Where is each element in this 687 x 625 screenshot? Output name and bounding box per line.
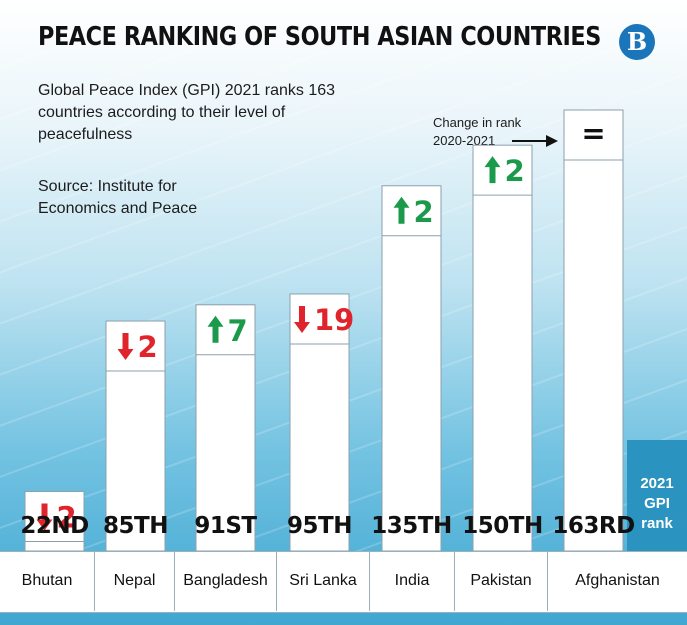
arrow-up-icon — [393, 196, 410, 224]
rank-change-label: 2 — [414, 195, 434, 229]
arrow-down-icon — [294, 305, 310, 333]
arrow-up-icon — [484, 156, 501, 184]
bar-group: 19 95TH — [287, 293, 354, 552]
bar-group: 2 135TH — [371, 185, 452, 552]
bar-group: = 163RD — [552, 109, 635, 552]
country-axis — [0, 551, 687, 613]
annotation-arrow-icon — [546, 135, 558, 147]
rank-change-label: = — [581, 116, 605, 150]
arrow-down-icon — [36, 503, 53, 531]
rank-change-label: 2 — [57, 500, 77, 534]
rank-change-label: 7 — [228, 314, 248, 348]
bar — [105, 320, 166, 552]
arrow-up-icon — [207, 315, 224, 343]
rank-value-label: 95TH — [287, 513, 352, 539]
country-label: Bhutan — [0, 551, 95, 611]
rank-value-label: 135TH — [371, 513, 451, 539]
rank-change-label: 19 — [314, 303, 354, 337]
bar — [472, 144, 533, 552]
gpi-rank-label-line2: GPI — [644, 495, 670, 512]
rank-change-label: 2 — [138, 330, 158, 364]
country-label: Nepal — [95, 551, 175, 611]
rank-change-label: 2 — [505, 154, 525, 188]
chart-subtitle: Global Peace Index (GPI) 2021 ranks 163 … — [38, 82, 336, 143]
bar-group: 2 85TH — [103, 320, 168, 552]
change-annotation-line2: 2020-2021 — [433, 133, 496, 148]
bar — [381, 185, 442, 552]
bar-group: 7 91ST — [194, 304, 258, 552]
arrow-down-icon — [117, 333, 134, 361]
country-label: Pakistan — [455, 551, 548, 611]
bar — [563, 109, 624, 552]
gpi-label-panel — [627, 440, 687, 551]
gpi-rank-label-line1: 2021 — [640, 475, 674, 492]
change-annotation-line1: Change in rank — [433, 115, 522, 130]
gpi-rank-label-line3: rank — [641, 515, 673, 532]
bar — [195, 304, 256, 552]
page-title: PEACE RANKING OF SOUTH ASIAN COUNTRIES — [38, 22, 601, 52]
source-note: Source: Institute for Economics and Peac… — [38, 178, 198, 217]
bar — [289, 293, 350, 552]
country-label: Bangladesh — [175, 551, 277, 611]
rank-value-label: 22ND — [20, 513, 88, 539]
rank-value-label: 150TH — [462, 513, 542, 539]
rank-value-label: 85TH — [103, 513, 168, 539]
rank-value-label: 163RD — [552, 513, 634, 539]
change-annotation: Change in rank 2020-2021 — [433, 114, 543, 150]
rank-value-label: 91ST — [194, 513, 257, 539]
country-label: Afghanistan — [575, 572, 660, 589]
gpi-rank-label: 2021 GPI rank — [627, 474, 687, 534]
country-label: Sri Lanka — [277, 551, 370, 611]
country-label: India — [370, 551, 455, 611]
brand-logo-icon: B — [619, 24, 655, 60]
bar-group: 2 150TH — [462, 144, 543, 552]
